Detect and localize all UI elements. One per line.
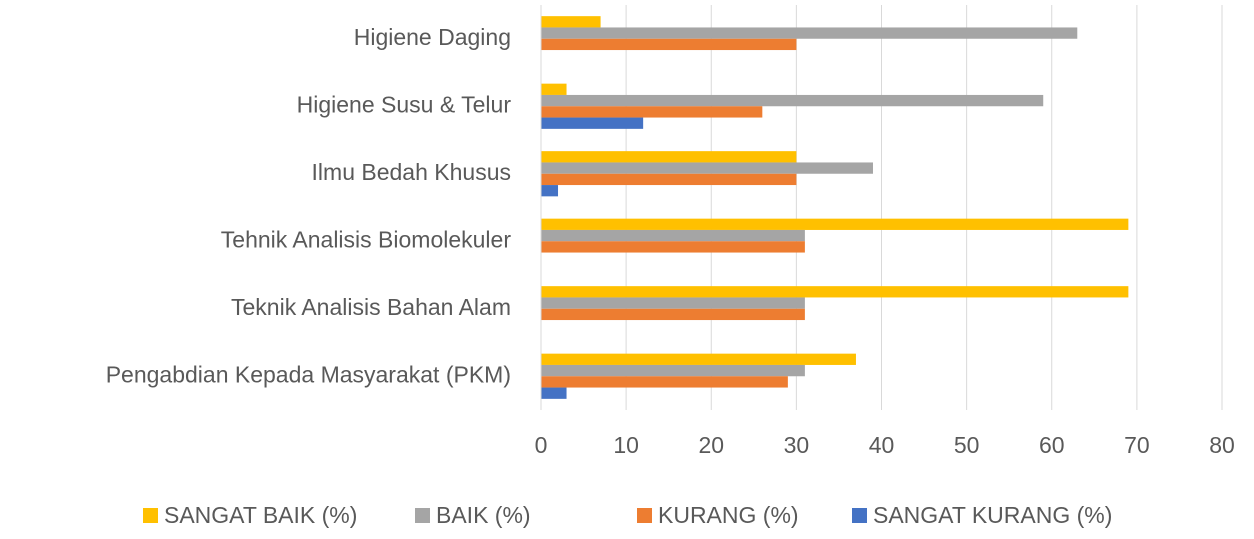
- legend-swatch: [415, 508, 430, 523]
- legend-label: BAIK (%): [436, 502, 531, 528]
- bar: [541, 286, 1129, 298]
- y-tick-label: Tehnik Analisis Biomolekuler: [221, 226, 512, 252]
- bar: [541, 94, 1044, 107]
- y-tick-label: Teknik Analisis Bahan Alam: [231, 294, 511, 320]
- legend-label: KURANG (%): [658, 502, 799, 528]
- bar: [541, 353, 856, 365]
- bar: [541, 218, 1129, 230]
- bar: [541, 229, 805, 242]
- bar: [541, 162, 873, 174]
- bar: [541, 117, 644, 129]
- x-tick-label: 40: [869, 432, 895, 458]
- bar: [541, 364, 805, 377]
- x-tick-label: 80: [1209, 432, 1235, 458]
- bar: [541, 83, 567, 95]
- bar: [541, 308, 805, 321]
- bar: [541, 151, 797, 163]
- bar: [541, 106, 763, 118]
- legend-swatch: [637, 508, 652, 523]
- bar: [541, 38, 797, 51]
- bar: [541, 173, 797, 186]
- legend-label: SANGAT KURANG (%): [873, 502, 1112, 528]
- x-tick-label: 30: [784, 432, 810, 458]
- x-tick-label: 70: [1124, 432, 1150, 458]
- bar: [541, 27, 1078, 39]
- x-tick-label: 0: [535, 432, 548, 458]
- y-tick-label: Pengabdian Kepada Masyarakat (PKM): [106, 361, 511, 387]
- bar: [541, 376, 788, 388]
- x-tick-label: 60: [1039, 432, 1065, 458]
- legend-label: SANGAT BAIK (%): [164, 502, 357, 528]
- x-tick-label: 10: [613, 432, 639, 458]
- x-tick-label: 20: [698, 432, 724, 458]
- x-tick-label: 50: [954, 432, 980, 458]
- bar: [541, 185, 559, 197]
- bar: [541, 241, 805, 253]
- legend-swatch: [852, 508, 867, 523]
- y-tick-label: Higiene Daging: [354, 24, 511, 50]
- bar: [541, 16, 601, 28]
- y-tick-label: Ilmu Bedah Khusus: [312, 159, 511, 185]
- y-tick-label: Higiene Susu & Telur: [297, 91, 512, 117]
- bar: [541, 297, 805, 309]
- legend-swatch: [143, 508, 158, 523]
- bar: [541, 387, 567, 399]
